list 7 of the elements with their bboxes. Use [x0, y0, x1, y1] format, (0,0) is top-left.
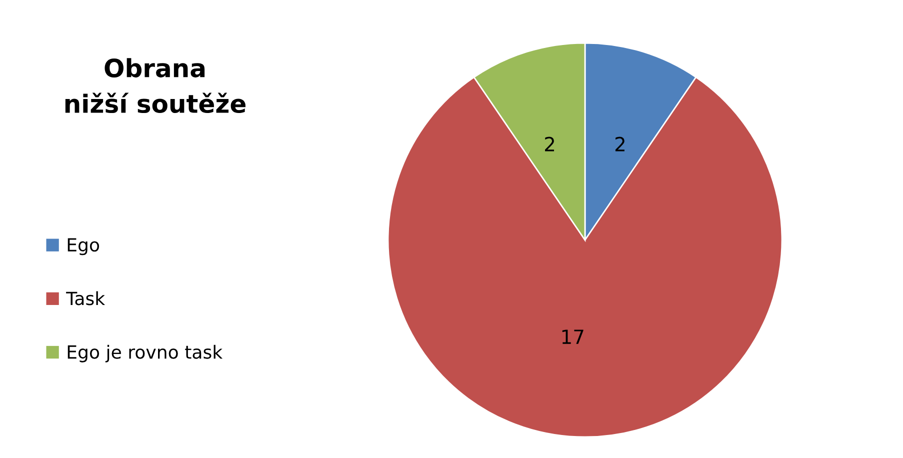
data-label: 17 — [562, 330, 584, 344]
data-label: 2 — [615, 136, 624, 152]
legend-label: Ego je rovno task — [68, 344, 223, 362]
data-label: 2 — [545, 136, 554, 152]
legend-label: Ego — [68, 238, 100, 256]
text: Obrana nižší soutěže — [65, 58, 246, 114]
legend-label: Task — [66, 291, 106, 306]
